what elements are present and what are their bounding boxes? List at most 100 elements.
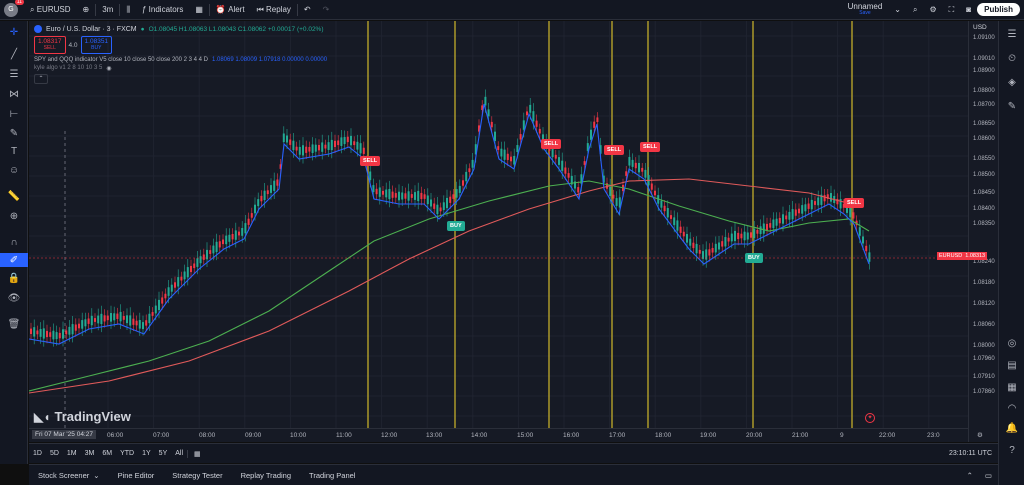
period-button-5y[interactable]: 5Y [158,450,168,457]
period-button-all[interactable]: All [175,450,184,457]
calendar-icon[interactable]: ▤ [1007,359,1017,371]
bell-icon[interactable]: 🔔 [1005,422,1019,434]
candle-body [836,198,839,205]
settings-icon[interactable]: ⚙ [929,5,937,14]
candle-body [426,195,429,205]
candle-body [586,143,589,151]
period-button-1m[interactable]: 1M [66,450,77,457]
symbol-search[interactable]: ⌕ EURUSD [30,4,71,15]
add-symbol-button[interactable]: ⊕ [82,5,90,14]
time-tick-label: 08:00 [199,432,216,439]
bottom-tab-pine-editor[interactable]: Pine Editor [117,470,155,480]
candle-body [542,134,544,143]
candle-body [276,179,279,186]
fib-retracement-icon[interactable]: ☰ [9,68,19,80]
bottom-tab-strategy-tester[interactable]: Strategy Tester [172,470,223,480]
layout-dropdown-icon[interactable]: ⌄ [894,5,901,14]
bottom-tab-trading-panel[interactable]: Trading Panel [309,470,356,480]
magnet-icon[interactable]: ∩ [10,236,18,248]
alert-button[interactable]: ⏰ Alert [215,5,245,14]
candle-body [673,217,676,226]
time-tick-label: 12:00 [381,432,398,439]
candle-body [711,247,714,253]
fullscreen-icon[interactable]: ⛶ [948,4,955,14]
period-button-ytd[interactable]: YTD [120,450,135,457]
lock-icon[interactable]: 🔒 [7,272,21,284]
period-button-3m[interactable]: 3M [84,450,95,457]
period-button-1y[interactable]: 1Y [142,450,151,457]
bottom-tab-stock-screener[interactable]: Stock Screener ⌄ [38,470,100,480]
ruler-icon[interactable]: 📏 [7,190,21,202]
candle-body [391,191,394,198]
time-tick-label: 19:00 [700,432,717,439]
price-tick-label: 1.09100 [973,35,995,41]
user-avatar[interactable]: G 11 [4,0,24,17]
maximize-panel-icon[interactable]: ▭ [984,470,992,480]
candle-body [164,293,167,299]
candle-body [570,175,573,185]
sell-signal-badge: SELL [604,145,625,155]
layout-menu[interactable]: Unnamed Save [847,1,883,16]
zoom-in-icon[interactable]: ⊕ [9,210,19,222]
pen-icon[interactable]: ✎ [1007,100,1017,112]
replay-button[interactable]: ⏮ Replay [256,4,291,15]
collapse-panel-icon[interactable]: ⌃ [966,470,973,480]
crosshair-icon[interactable]: ✛ [9,26,19,38]
eye-icon[interactable]: 👁 [7,292,21,304]
brush-icon[interactable]: ✎ [9,127,19,139]
watchlist-icon[interactable]: ☰ [1007,28,1017,40]
candle-body [55,332,58,340]
candle-body [740,233,743,239]
date-range-icon[interactable]: ▦ [187,449,207,458]
text-icon[interactable]: T [10,145,18,157]
period-button-6m[interactable]: 6M [102,450,113,457]
period-button-5d[interactable]: 5D [49,450,59,457]
replay-target-icon[interactable]: ✦ [865,413,875,423]
candle-body [206,249,208,260]
price-tick-label: 1.07860 [973,389,995,395]
timezone-settings-icon[interactable]: ⚙ [977,432,983,439]
buy-quote-button[interactable]: 1.08351 BUY [80,36,113,54]
chart-pane[interactable]: Euro / U.S. Dollar · 3 · FXCM ● O1.08045… [29,21,968,442]
bottom-tab-replay-trading[interactable]: Replay Trading [240,470,292,480]
redo-button[interactable]: ↷ [322,5,330,14]
trend-line-icon[interactable]: ╱ [10,48,18,60]
alerts-clock-icon[interactable]: ⏲ [1008,52,1016,64]
price-axis[interactable]: USD 1.09100 1.09010 1.08900 1.08800 1.08700 1… [937,21,998,442]
currency-label[interactable]: USD [973,24,987,31]
time-axis[interactable]: Fri 07 Mar '25 04:27 06:00 07:00 08:00 09:0… [29,428,983,442]
stay-in-drawing-mode-icon[interactable]: ✐ [0,253,28,267]
trash-icon[interactable]: 🗑 [7,318,21,330]
quick-search-icon[interactable]: ⌕ [913,4,918,14]
target-icon[interactable]: ◎ [1007,337,1017,349]
period-button-1d[interactable]: 1D [33,450,42,457]
undo-button[interactable]: ↶ [303,5,311,14]
indicator-name[interactable]: SPY and QQQ indicator V5 close 10 close … [34,57,208,63]
publish-button[interactable]: Publish [977,3,1020,16]
screenshot-icon[interactable]: ◙ [966,5,972,14]
layers-icon[interactable]: ◈ [1008,76,1016,88]
sell-signal-badge: SELL [360,156,381,166]
heatmap-icon[interactable]: ▦ [1007,381,1017,393]
pattern-icon[interactable]: ⋈ [9,88,19,100]
sell-quote-button[interactable]: 1.08317 SELL [34,36,66,54]
candle-body [567,173,570,178]
signal-icon[interactable]: ◠ [1007,402,1017,414]
candle-body [682,231,685,237]
candle-body [330,139,333,151]
drawing-toolbar: ✛ ╱ ☰ ⋈ ⊢ ✎ T ☺ 📏 ⊕ ∩ ✐ 🔒 👁 🗑 [0,21,28,464]
utc-clock[interactable]: 23:10:11 UTC [948,450,992,457]
forecast-icon[interactable]: ⊢ [9,108,19,120]
eye-icon[interactable]: ◉ [106,66,112,72]
candle-body [599,145,602,154]
interval-button[interactable]: 3m [102,5,114,14]
indicator2-name[interactable]: kyle algo v1 2 8 10 10 3 5 [34,65,103,71]
indicators-button[interactable]: ƒ Indicators [142,5,184,14]
chart-type-button[interactable]: ⫼ [126,4,130,14]
collapse-legend-button[interactable]: ⌃ [34,74,48,84]
help-icon[interactable]: ? [1009,444,1015,456]
symbol-title[interactable]: Euro / U.S. Dollar · 3 · FXCM [46,25,137,33]
emoji-icon[interactable]: ☺ [8,164,20,176]
candle-body [180,276,183,281]
templates-button[interactable]: ▦ [195,5,203,14]
